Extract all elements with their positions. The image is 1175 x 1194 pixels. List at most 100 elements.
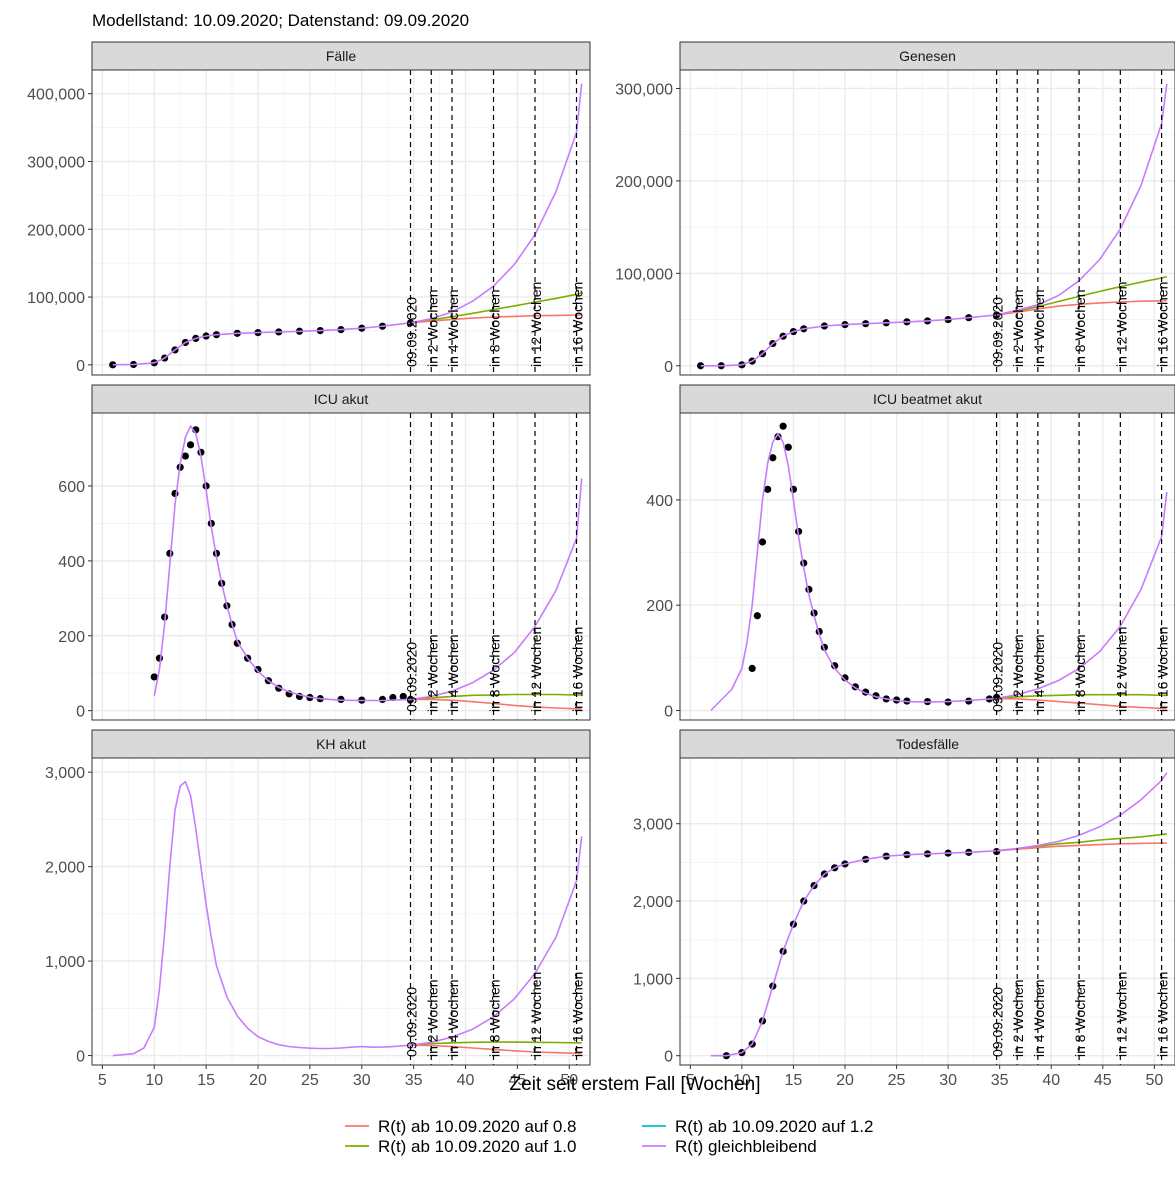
panel-title: KH akut [316,736,366,752]
forecast-label: in 16 Wochen [570,282,586,367]
y-tick-label: 400,000 [27,87,85,104]
y-tick-label: 400 [646,493,673,510]
y-tick-label: 200,000 [615,174,673,191]
x-tick-label: 30 [353,1072,371,1089]
x-tick-label: 10 [145,1072,163,1089]
forecast-label: in 2 Wochen [424,979,440,1057]
x-tick-label: 45 [1094,1072,1112,1089]
forecast-label: in 8 Wochen [1072,979,1088,1057]
y-tick-label: 1,000 [45,954,85,971]
legend-item-r10: R(t) ab 10.09.2020 auf 1.0 [345,1137,576,1156]
forecast-label: in 16 Wochen [1155,627,1171,712]
x-tick-label: 15 [785,1072,803,1089]
y-axis: 0 200 400 [646,493,680,721]
forecast-label: in 4 Wochen [445,979,461,1057]
x-axis: 5 10 15 20 25 30 35 40 45 50 [686,1065,1163,1089]
y-tick-label: 200,000 [27,222,85,239]
series-line-rconst [700,83,1168,367]
x-tick-label: 50 [1145,1072,1163,1089]
legend-item-r08: R(t) ab 10.09.2020 auf 0.8 [345,1117,576,1136]
observed-point [155,654,164,662]
x-tick-label: 45 [508,1072,526,1089]
gridlines [680,758,1175,1065]
forecast-label: in 8 Wochen [487,289,503,367]
forecast-label: 09.09.2020 [990,642,1006,712]
panel-icu-beatmet-akut: ICU beatmet akut 09.09.2020 in 2 Wochen in … [646,384,1175,721]
panel-border [679,757,1175,1066]
observed-point [753,612,761,620]
x-tick-label: 5 [686,1072,695,1089]
forecast-label: in 4 Wochen [1031,634,1047,712]
observed-point [779,422,787,430]
series-line-r10 [410,693,582,701]
forecast-label: in 12 Wochen [1113,972,1129,1057]
legend-label: R(t) ab 10.09.2020 auf 1.2 [675,1117,873,1136]
panel-border [91,757,591,1066]
y-tick-label: 0 [76,358,85,375]
panel-todesfaelle: Todesfälle 09.09.2020 in 2 Wochen in 4 Woch… [633,729,1175,1089]
observed-point [109,361,117,369]
x-tick-label: 30 [939,1072,957,1089]
plot-area [710,422,1168,712]
legend-label: R(t) ab 10.09.2020 auf 0.8 [378,1117,576,1136]
gridlines [680,413,1175,720]
panel-background [92,413,590,720]
y-axis: 0 1,000 2,000 3,000 [45,765,92,1066]
series-line-r08 [410,698,582,710]
panel-title: Fälle [326,48,357,64]
forecast-label: in 8 Wochen [487,979,503,1057]
y-tick-label: 0 [664,1049,673,1066]
legend-item-rconst: R(t) gleichbleibend [642,1137,817,1156]
y-tick-label: 100,000 [27,290,85,307]
observed-point [774,433,782,441]
forecast-label: 09.09.2020 [404,987,420,1057]
series-line-r08 [996,697,1167,710]
series-line-rconst [710,433,1168,712]
y-axis: 0 200 400 600 [58,479,92,721]
forecast-label: 09.09.2020 [404,642,420,712]
forecast-label: in 4 Wochen [445,634,461,712]
x-tick-label: 5 [98,1072,107,1089]
x-axis: 5 10 15 20 25 30 35 40 45 50 [98,1065,578,1089]
series-line-r10 [996,693,1167,700]
forecast-label: in 16 Wochen [570,972,586,1057]
panel-background [680,758,1175,1065]
y-tick-label: 3,000 [633,817,673,834]
panel-strip [679,384,1175,414]
panel-border [91,69,591,376]
forecast-markers: 09.09.2020 in 2 Wochen in 4 Wochen in 8 Woc… [990,758,1171,1065]
y-tick-label: 0 [76,704,85,721]
legend-label: R(t) gleichbleibend [675,1137,817,1156]
observed-point [784,443,792,451]
forecast-markers: 09.09.2020 in 2 Wochen in 4 Wochen in 8 Woc… [990,70,1171,375]
panel-title: Genesen [899,48,956,64]
observed-point [254,665,262,674]
forecast-label: in 2 Wochen [1010,634,1026,712]
y-tick-label: 0 [664,704,673,721]
y-tick-label: 300,000 [27,155,85,172]
series-line-rconst [153,425,583,702]
y-tick-label: 3,000 [45,765,85,782]
panel-title: Todesfälle [896,736,959,752]
y-tick-label: 0 [664,359,673,376]
series-line-rconst [112,83,583,366]
forecast-label: 09.09.2020 [990,297,1006,367]
forecast-label: in 2 Wochen [424,289,440,367]
series-line-r08 [410,314,582,324]
forecast-markers: 09.09.2020 in 2 Wochen in 4 Wochen in 8 Woc… [404,413,586,720]
observed-point [399,692,407,701]
y-tick-label: 0 [76,1049,85,1066]
panel-strip [679,729,1175,759]
x-tick-label: 40 [457,1072,475,1089]
x-tick-label: 35 [405,1072,423,1089]
x-axis-label: Zeit seit erstem Fall [Wochen] [510,1074,761,1095]
y-tick-label: 300,000 [615,81,673,98]
x-tick-label: 40 [1042,1072,1060,1089]
gridlines [92,758,590,1065]
forecast-label: in 8 Wochen [1072,634,1088,712]
forecast-label: in 4 Wochen [1031,289,1047,367]
forecast-label: in 16 Wochen [570,627,586,712]
observed-point [378,695,387,704]
forecast-markers: 09.09.2020 in 2 Wochen in 4 Wochen in 8 Woc… [404,758,586,1065]
forecast-label: in 12 Wochen [1113,282,1129,367]
